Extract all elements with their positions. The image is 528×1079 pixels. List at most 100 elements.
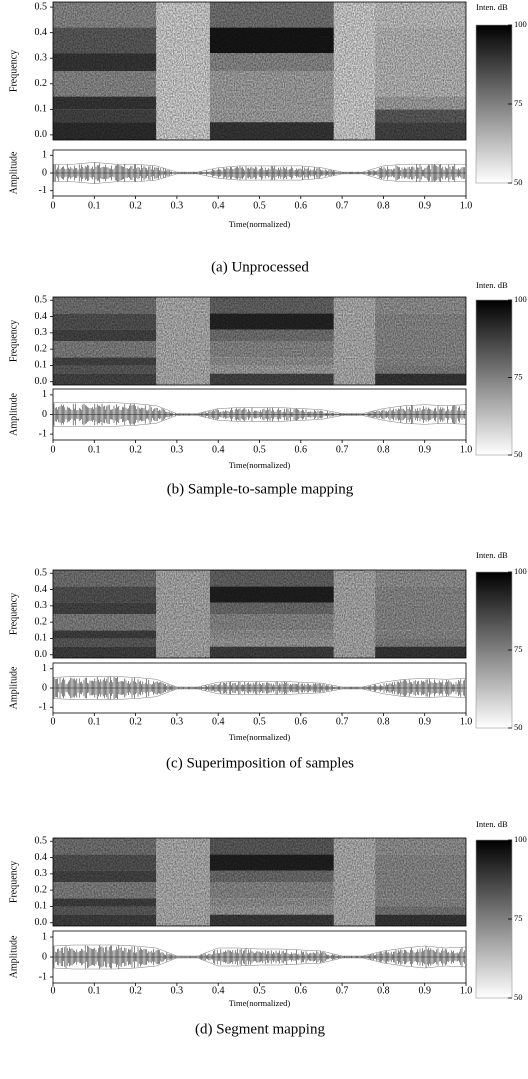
waveform-envelope-upper xyxy=(53,402,467,414)
spectrogram-frame xyxy=(52,1,467,141)
spectrogram-frame xyxy=(52,296,467,386)
y-axis-label: Frequency xyxy=(8,50,19,92)
x-tick-label: 0.8 xyxy=(377,985,390,996)
x-axis-label: Time(normalized) xyxy=(229,219,291,229)
y-axis-label: Frequency xyxy=(8,320,19,362)
x-tick-label: 0.5 xyxy=(253,985,266,996)
x-tick-label: 0.7 xyxy=(336,200,349,211)
y-tick-label: 0.1 xyxy=(35,633,48,644)
x-tick-label: 1.0 xyxy=(460,716,473,727)
y-tick-label: 0.0 xyxy=(35,129,48,140)
noise-texture xyxy=(53,2,466,140)
waveform-envelope-upper xyxy=(53,162,466,173)
colorbar-tick-label: 75 xyxy=(514,98,523,108)
x-tick-label: 0.1 xyxy=(88,444,101,455)
colorbar-tick-label: 100 xyxy=(514,834,527,844)
colorbar-tick-label: 75 xyxy=(514,644,523,654)
x-tick-label: 0.1 xyxy=(88,716,101,727)
colorbar-tick-label: 50 xyxy=(514,992,523,1002)
x-tick-label: 0.6 xyxy=(295,200,308,211)
y-tick-label: 0 xyxy=(42,167,47,178)
y-tick-label: -1 xyxy=(39,702,47,713)
y-tick-label: 0.2 xyxy=(35,343,48,354)
y-tick-label: 0.1 xyxy=(35,104,48,115)
x-tick-label: 0 xyxy=(51,985,56,996)
x-tick-label: 0.4 xyxy=(212,716,225,727)
colorbar xyxy=(475,571,513,729)
x-axis-label: Time(normalized) xyxy=(229,460,291,470)
y-tick-label: 0.3 xyxy=(35,600,48,611)
y-tick-label: 0.4 xyxy=(35,27,48,38)
x-tick-label: 0.6 xyxy=(295,985,308,996)
y-tick-label: 0.5 xyxy=(35,1,48,12)
y-tick-label: -1 xyxy=(39,428,47,439)
noise-texture xyxy=(53,838,466,926)
waveform-envelope-lower xyxy=(52,957,467,970)
x-tick-label: 0.3 xyxy=(171,985,184,996)
colorbar-label: Inten. dB xyxy=(476,819,508,829)
y-tick-label: 0 xyxy=(42,951,47,962)
colorbar-tick-label: 75 xyxy=(514,371,523,381)
waveform-envelope-upper xyxy=(52,944,467,957)
waveform-envelope-lower xyxy=(53,173,466,184)
y-tick-label: 0.1 xyxy=(35,901,48,912)
noise-texture xyxy=(53,570,466,658)
x-tick-label: 0.4 xyxy=(212,985,225,996)
y-tick-label: 1 xyxy=(42,931,47,942)
x-tick-label: 0.9 xyxy=(418,200,431,211)
x-tick-label: 0.3 xyxy=(171,716,184,727)
spectrogram-frame xyxy=(52,569,467,659)
y-tick-label: 0.2 xyxy=(35,78,48,89)
y-tick-label: 0.4 xyxy=(35,311,48,322)
y-tick-label: 0.5 xyxy=(35,836,48,847)
caption: (a) Unprocessed xyxy=(211,259,309,275)
x-tick-label: 0.6 xyxy=(295,444,308,455)
y-tick-label: 0.5 xyxy=(35,568,48,579)
x-tick-label: 0.1 xyxy=(88,985,101,996)
x-tick-label: 0.2 xyxy=(129,200,142,211)
colorbar-tick-label: 100 xyxy=(514,19,527,29)
y-axis-label: Amplitude xyxy=(8,666,19,709)
colorbar-label: Inten. dB xyxy=(476,280,508,290)
y-axis-label: Amplitude xyxy=(8,935,19,978)
x-tick-label: 0.2 xyxy=(129,716,142,727)
colorbar-tick-label: 75 xyxy=(514,913,523,923)
x-tick-label: 0.9 xyxy=(418,985,431,996)
x-tick-label: 0.8 xyxy=(377,444,390,455)
y-axis-label: Amplitude xyxy=(8,151,19,194)
y-tick-label: 0.3 xyxy=(35,53,48,64)
x-tick-label: 1.0 xyxy=(460,985,473,996)
x-tick-label: 0 xyxy=(51,200,56,211)
x-tick-label: 0.8 xyxy=(377,716,390,727)
waveform-envelope-lower xyxy=(52,688,467,700)
y-tick-label: 0.5 xyxy=(35,295,48,306)
x-tick-label: 0.2 xyxy=(129,444,142,455)
x-tick-label: 0.3 xyxy=(171,444,184,455)
y-tick-label: 0.1 xyxy=(35,360,48,371)
x-tick-label: 0.4 xyxy=(212,444,225,455)
x-tick-label: 0.5 xyxy=(253,444,266,455)
y-tick-label: -1 xyxy=(39,185,47,196)
x-axis-label: Time(normalized) xyxy=(229,998,291,1008)
colorbar xyxy=(475,299,513,456)
x-tick-label: 0.2 xyxy=(129,985,142,996)
caption: (c) Superimposition of samples xyxy=(166,755,354,771)
y-tick-label: 0.0 xyxy=(35,917,48,928)
x-tick-label: 0.5 xyxy=(253,200,266,211)
y-tick-label: 0.0 xyxy=(35,376,48,387)
y-tick-label: 1 xyxy=(42,389,47,400)
y-tick-label: 0 xyxy=(42,409,47,420)
caption: (b) Sample-to-sample mapping xyxy=(167,481,354,497)
colorbar-tick-label: 50 xyxy=(514,177,523,187)
y-tick-label: 0.2 xyxy=(35,884,48,895)
x-tick-label: 0 xyxy=(51,716,56,727)
colorbar-label: Inten. dB xyxy=(476,550,508,560)
x-tick-label: 0.8 xyxy=(377,200,390,211)
x-tick-label: 0.5 xyxy=(253,716,266,727)
noise-texture xyxy=(53,297,466,385)
y-axis-label: Amplitude xyxy=(8,393,19,436)
colorbar-tick-label: 50 xyxy=(514,449,523,459)
x-tick-label: 0 xyxy=(51,444,56,455)
x-tick-label: 0.6 xyxy=(295,716,308,727)
